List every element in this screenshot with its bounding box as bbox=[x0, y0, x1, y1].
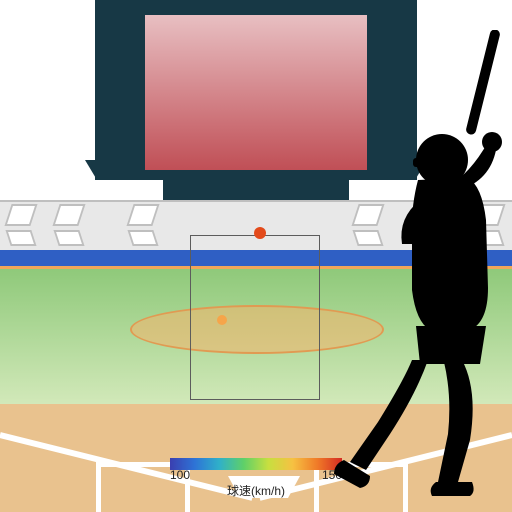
strike-zone bbox=[190, 235, 320, 400]
tick: 100 bbox=[170, 468, 190, 482]
tick: 150 bbox=[322, 468, 342, 482]
colorbar-label: 球速(km/h) bbox=[170, 482, 342, 499]
pitch-dot bbox=[217, 315, 227, 325]
scoreboard-wing bbox=[415, 160, 427, 180]
scoreboard-screen bbox=[145, 15, 367, 170]
scoreboard-wing bbox=[85, 160, 97, 180]
pitch-dot bbox=[254, 227, 266, 239]
colorbar-ticks: 100 150 bbox=[170, 468, 342, 482]
pitch-location-chart: 100 150 球速(km/h) bbox=[0, 0, 512, 512]
speed-colorbar: 100 150 球速(km/h) bbox=[170, 458, 342, 499]
